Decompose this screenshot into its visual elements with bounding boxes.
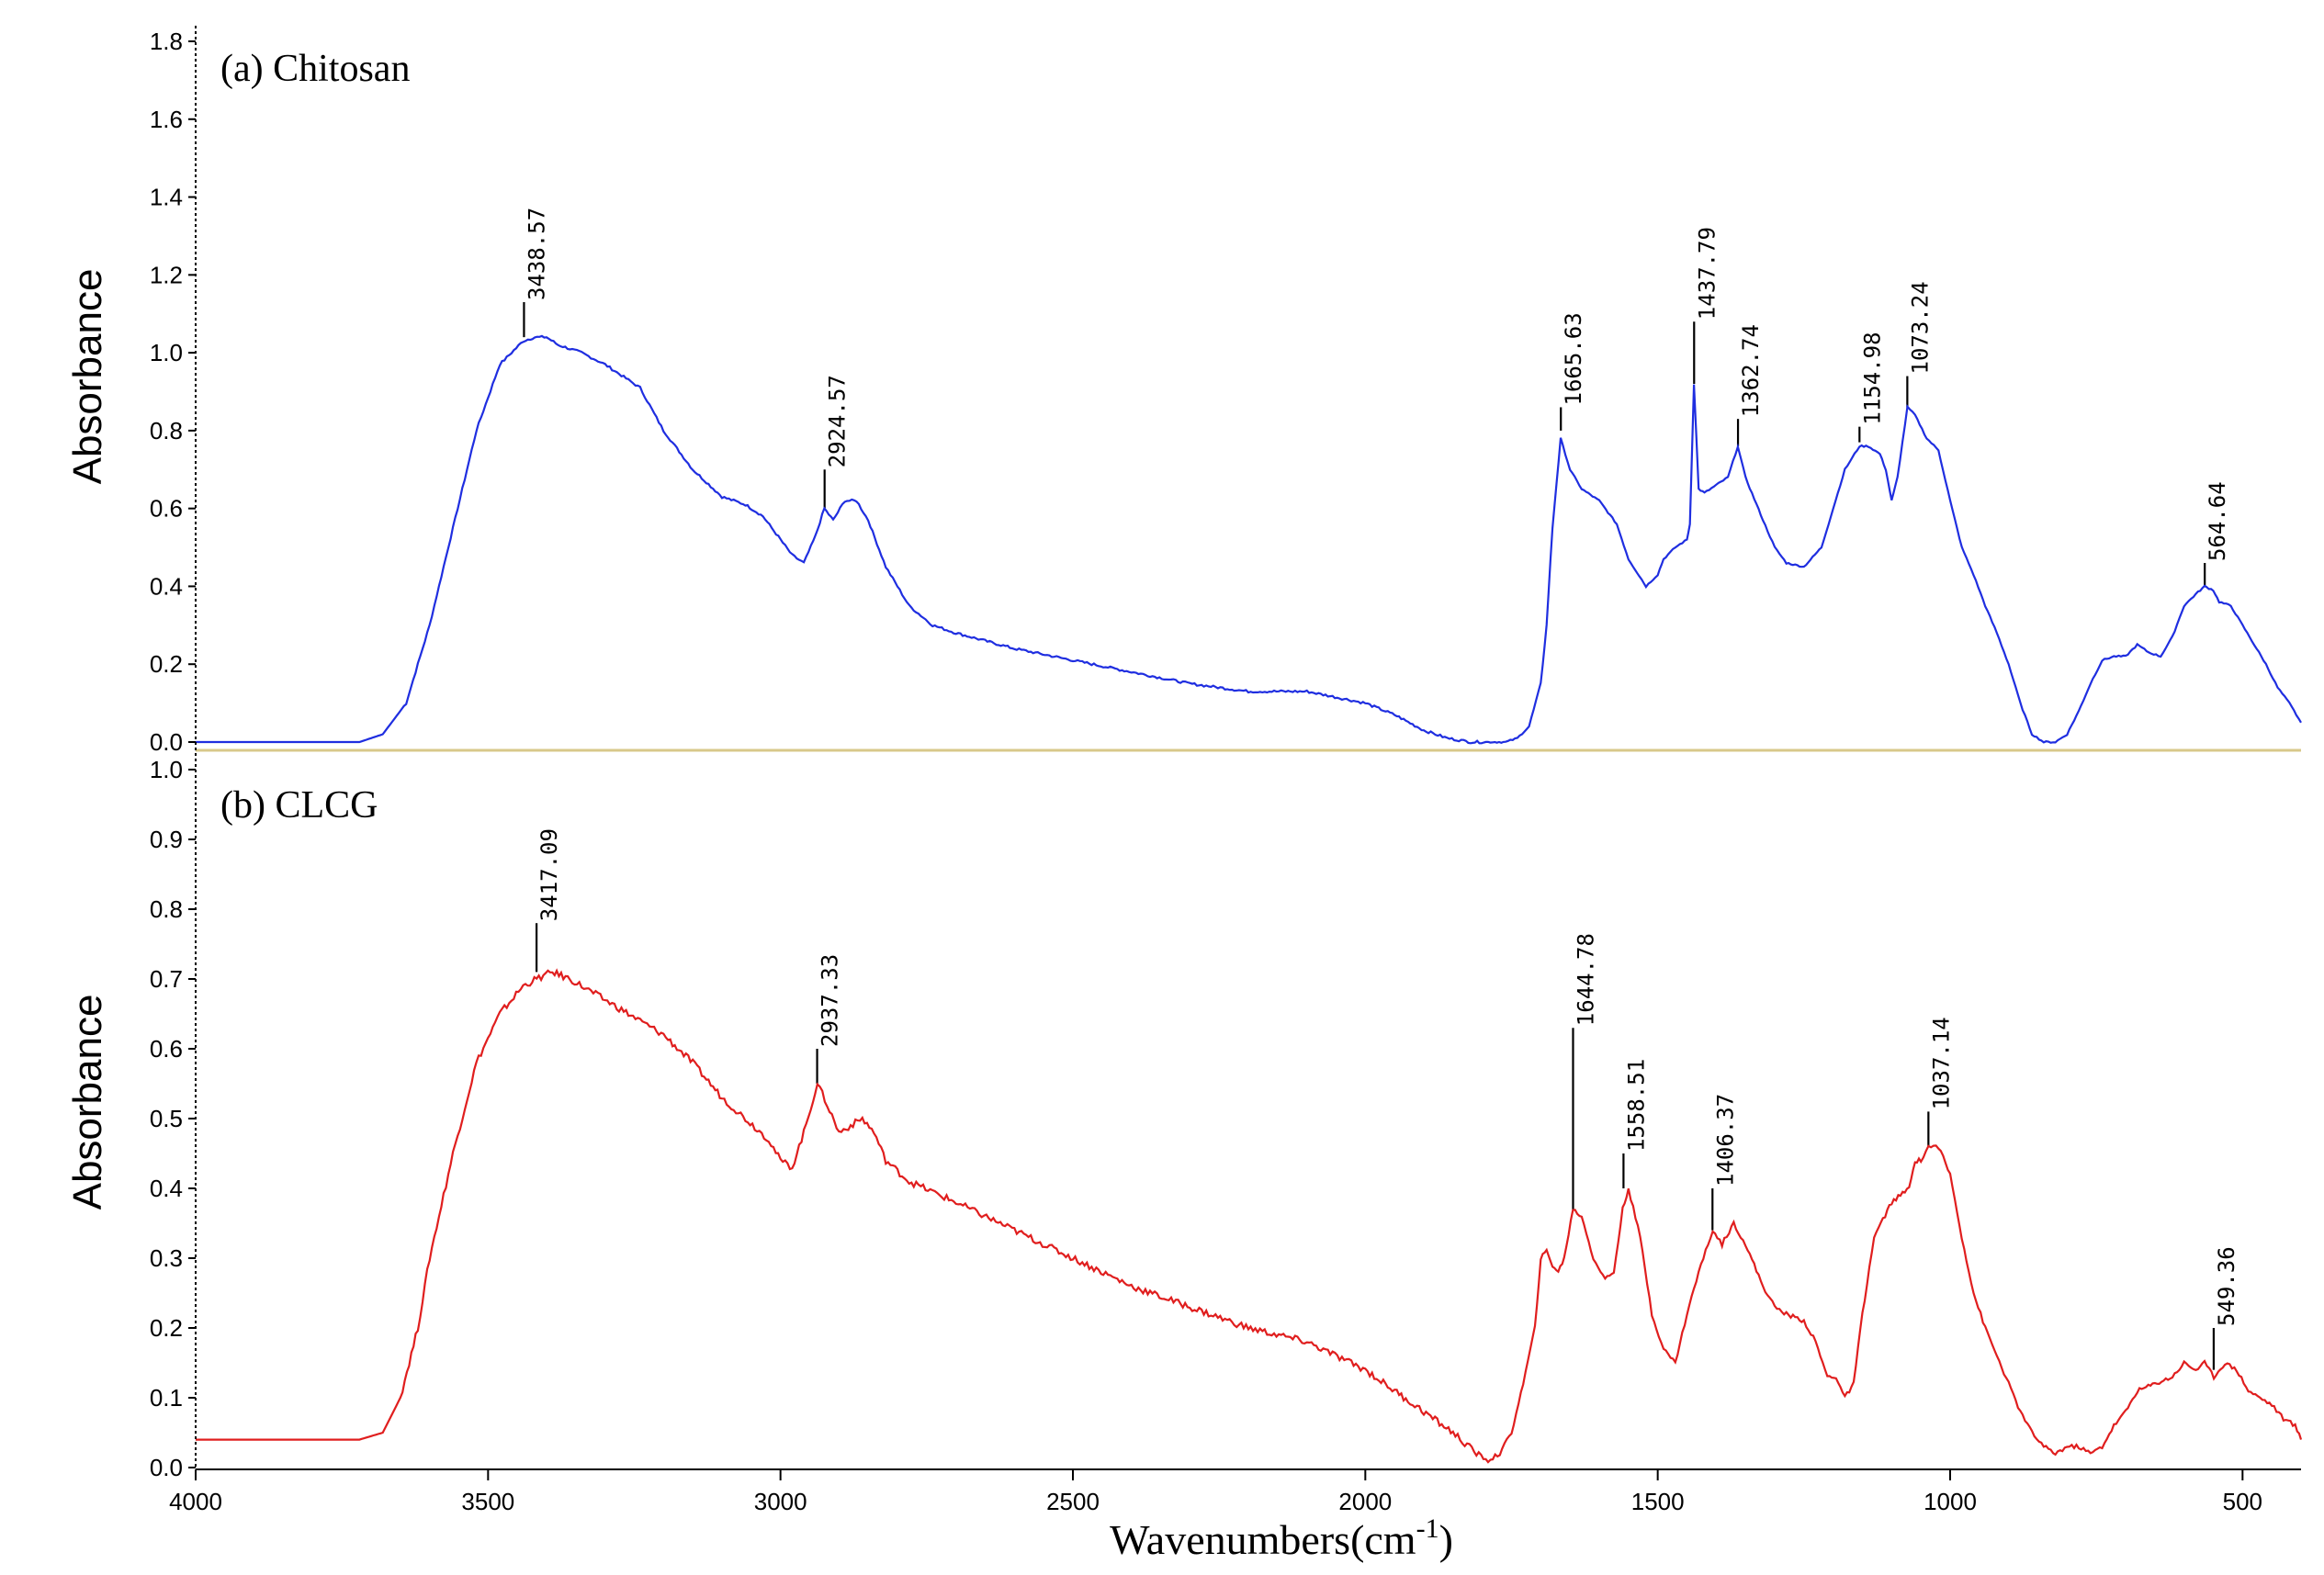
x-tick-label: 3000 [754,1488,807,1515]
x-tick-label: 3500 [461,1488,514,1515]
x-ticks: 4000 3500 3000 2500 2000 1500 1000 500 [169,1469,2262,1515]
y-tick-label: 0.6 [150,1035,183,1063]
x-axis-label-text: Wavenumbers(cm [1110,1516,1416,1563]
peak-label: 1558.51 [1623,1059,1649,1152]
y-axis-label-clcg: Absorbance [65,995,110,1210]
x-tick-label: 2500 [1046,1488,1100,1515]
peak-annotations-clcg: 3417.09 2937.33 1644.78 1558.51 1406.37 1037.… [536,828,2239,1370]
panel-title-chitosan: (a) Chitosan [220,48,410,90]
peak-label: 2937.33 [818,954,843,1047]
y-tick-label: 0.5 [150,1105,183,1132]
panel-chitosan: (a) Chitosan Absorbance 0.0 0.2 0.4 0.6 0.8 1… [65,28,2302,756]
peak-label: 1406.37 [1712,1094,1738,1187]
x-tick-label: 4000 [169,1488,222,1515]
panel-title-clcg: (b) CLCG [220,784,378,827]
clcg-spectrum-line [196,968,2303,1464]
x-tick-label: 1000 [1924,1488,1977,1515]
peak-label: 1437.79 [1694,227,1720,320]
peak-label: 1644.78 [1574,933,1599,1026]
y-tick-label: 1.6 [150,106,183,133]
peak-label: 1037.14 [1928,1017,1954,1109]
y-tick-label: 1.0 [150,756,183,783]
y-tick-label: 0.2 [150,1314,183,1342]
x-tick-label: 1500 [1631,1488,1685,1515]
y-tick-label: 0.4 [150,572,183,600]
x-axis-label: Wavenumbers(cm-1) [1110,1513,1453,1563]
y-tick-label: 0.8 [150,417,183,444]
y-tick-label: 0.0 [150,728,183,756]
peak-label: 1073.24 [1907,281,1933,374]
peak-label: 549.36 [2214,1246,2239,1326]
y-tick-label: 0.8 [150,895,183,923]
y-tick-label: 0.4 [150,1175,183,1202]
peak-annotations-chitosan: 3438.57 2924.57 1665.63 1437.79 1362.74 1154.… [523,208,2230,587]
peak-label: 2924.57 [825,375,851,467]
y-tick-label: 0.3 [150,1244,183,1272]
y-axis-label-chitosan: Absorbance [65,269,110,485]
peak-label: 1362.74 [1738,324,1764,417]
x-axis-label-close: ) [1439,1516,1453,1563]
x-tick-label: 500 [2223,1488,2262,1515]
x-axis-label-superscript: -1 [1416,1513,1439,1544]
y-ticks-clcg: 0.0 0.1 0.2 0.3 0.4 0.5 0.6 0.7 0.8 0.9 1.0 [150,756,196,1481]
y-tick-label: 0.2 [150,650,183,678]
peak-label: 1154.98 [1859,332,1885,424]
y-tick-label: 0.7 [150,965,183,993]
y-tick-label: 1.4 [150,184,183,211]
y-tick-label: 0.9 [150,826,183,853]
y-tick-label: 1.2 [150,261,183,288]
y-ticks-chitosan: 0.0 0.2 0.4 0.6 0.8 1.0 1.2 1.4 1.6 1.8 [150,28,196,756]
peak-label: 1665.63 [1561,312,1586,405]
y-tick-label: 1.0 [150,339,183,366]
x-tick-label: 2000 [1338,1488,1392,1515]
peak-label: 564.64 [2205,481,2230,561]
y-tick-label: 0.6 [150,495,183,523]
peak-label: 3417.09 [536,828,562,921]
y-tick-label: 0.0 [150,1454,183,1481]
chitosan-spectrum-line [196,334,2302,745]
panel-clcg: (b) CLCG Absorbance 0.00.10.20.30.40.50.… [65,756,2303,1515]
y-tick-label: 0.1 [150,1384,183,1412]
peak-label: 3438.57 [524,208,549,300]
y-tick-label: 1.8 [150,28,183,55]
